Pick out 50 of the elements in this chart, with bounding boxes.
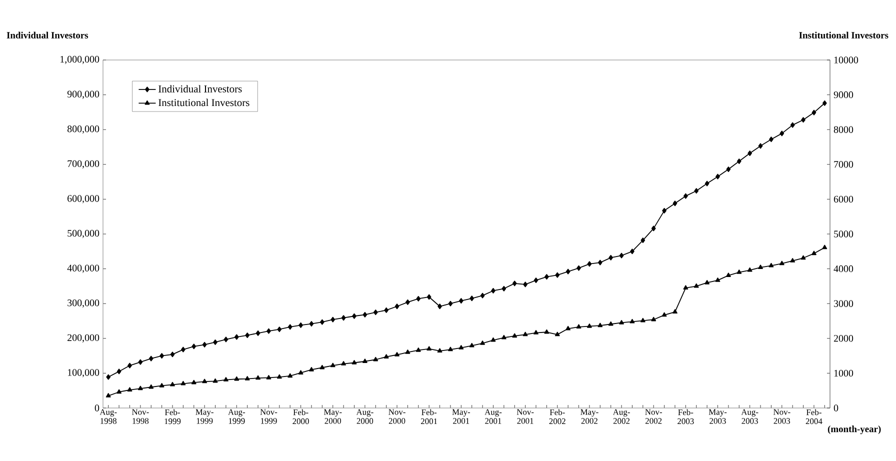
y2-tick-label: 4000 — [834, 265, 854, 272]
x-tick-label: Nov- 2002 — [645, 409, 662, 424]
y2-tick-label: 0 — [834, 404, 838, 412]
x-tick-label: May- 2003 — [708, 409, 727, 424]
x-tick-label: Feb- 2003 — [678, 409, 694, 424]
x-tick-label: Aug- 2003 — [741, 409, 758, 424]
x-tick-label: Nov- 1998 — [132, 409, 149, 424]
x-tick-label: Feb- 2004 — [806, 409, 822, 424]
y2-tick-label: 3000 — [834, 300, 854, 307]
y-axis-title: Individual Investors — [6, 32, 88, 38]
x-tick-label: Aug- 1999 — [228, 409, 246, 424]
y2-tick-label: 1000 — [834, 370, 854, 377]
y-tick-label: 0 — [94, 404, 100, 412]
y2-tick-label: 5000 — [834, 230, 854, 238]
y-tick-label: 400,000 — [67, 264, 100, 273]
y-tick-label: 300,000 — [68, 300, 100, 308]
y-tick-label: 600,000 — [68, 195, 100, 204]
y2-tick-label: 7000 — [834, 161, 854, 168]
x-tick-label: Nov- 2001 — [516, 409, 534, 424]
x-axis-title: (month-year) — [828, 426, 881, 434]
y2-tick-label: 6000 — [834, 196, 854, 203]
x-tick-label: Aug- 2002 — [612, 409, 630, 424]
x-tick-label: Aug- 1998 — [100, 409, 117, 424]
y2-tick-label: 8000 — [834, 126, 854, 133]
y-tick-label: 1,000,000 — [60, 56, 100, 64]
y2-axis-title: Institutional Investors — [799, 32, 888, 38]
y2-tick-label: 10000 — [834, 56, 858, 64]
x-tick-label: Feb- 2002 — [549, 409, 566, 424]
y-tick-label: 500,000 — [68, 230, 100, 238]
x-tick-label: Nov- 1999 — [260, 409, 278, 424]
x-tick-label: May- 2001 — [452, 409, 470, 424]
x-tick-label: Nov- 2000 — [388, 409, 406, 424]
x-tick-label: May- 2002 — [580, 409, 598, 424]
x-tick-label: Feb- 2001 — [420, 409, 438, 424]
x-tick-label: Nov- 2003 — [773, 409, 790, 424]
legend-label: Individual Investors — [158, 85, 242, 92]
y-tick-label: 800,000 — [67, 126, 100, 134]
y-tick-label: 100,000 — [68, 369, 100, 378]
y2-tick-label: 2000 — [834, 335, 854, 342]
y2-tick-label: 9000 — [834, 91, 854, 98]
legend-label: Institutional Investors — [158, 98, 250, 106]
x-tick-label: May- 2000 — [324, 409, 342, 424]
y-tick-label: 900,000 — [67, 90, 100, 99]
x-tick-label: Feb- 2000 — [292, 409, 309, 424]
x-tick-label: May- 1999 — [196, 409, 214, 424]
x-tick-label: Aug- 2000 — [356, 409, 374, 424]
x-tick-label: Aug- 2001 — [484, 409, 502, 424]
y-tick-label: 700,000 — [68, 160, 100, 168]
x-tick-label: Feb- 1999 — [164, 409, 181, 424]
y-tick-label: 200,000 — [68, 334, 100, 342]
